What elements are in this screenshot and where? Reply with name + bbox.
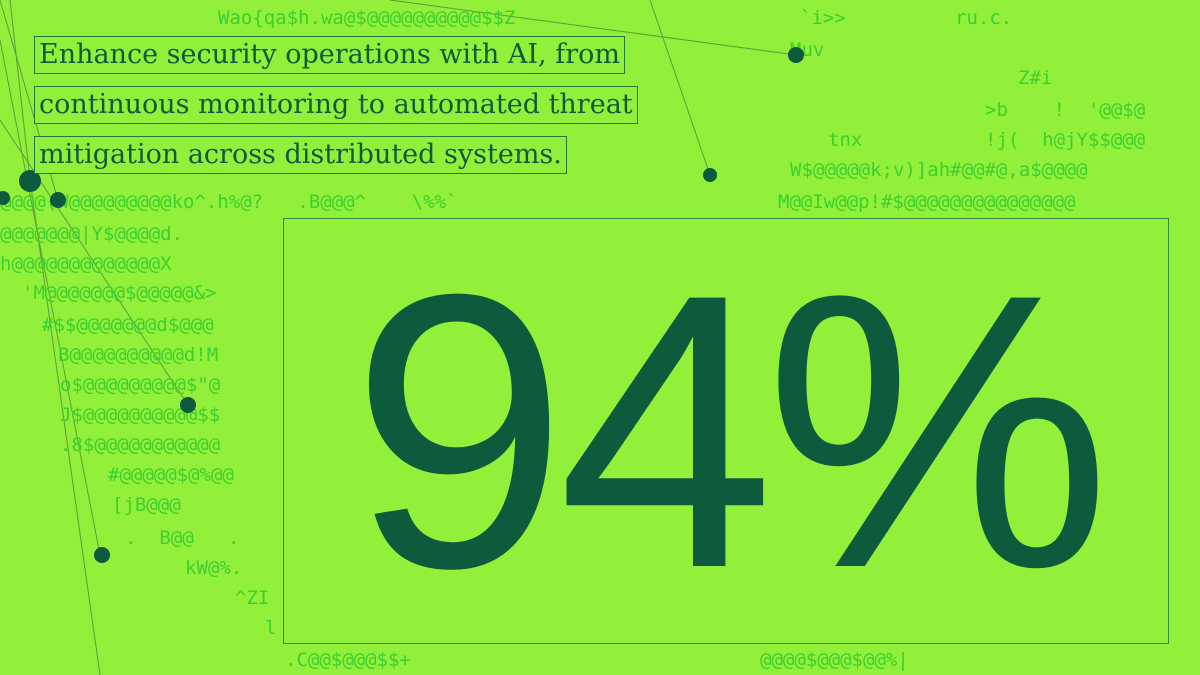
ascii-row: M@@Iw@@p!#$@@@@@@@@@@@@@@@	[778, 191, 1075, 213]
ascii-row: . B@@ .	[125, 527, 239, 549]
ascii-row: W$@@@@@k;v)]ah#@@#@,a$@@@@	[790, 159, 1087, 181]
decor-lines	[0, 0, 797, 675]
ascii-row: Z#i	[1018, 67, 1052, 89]
headline-line: mitigation across distributed systems.	[34, 136, 567, 174]
ascii-row: .C@@$@@@$$+	[285, 649, 411, 671]
ascii-row: h@@@@@@@@@@@@@X	[0, 253, 172, 275]
ascii-row: kW@%.	[185, 557, 242, 579]
ascii-row: @@@@@@@|Y$@@@@d.	[0, 223, 183, 245]
ascii-row: l	[265, 617, 276, 639]
ascii-row: #$$@@@@@@@d$@@@	[42, 314, 214, 336]
ascii-row: @@@@$@@@$@@%|	[760, 649, 909, 671]
ascii-row: @@@@(W@@@@@@@@@ko^.h%@? .B@@@^ \%%`	[0, 191, 458, 213]
headline-line: Enhance security operations with AI, fro…	[34, 36, 625, 74]
ascii-row: #@@@@@$@%@@	[108, 464, 234, 486]
ascii-row: `i>>	[800, 7, 846, 29]
decor-dots	[0, 47, 804, 563]
ascii-row: [jB@@@	[112, 494, 181, 516]
headline-line: continuous monitoring to automated threa…	[34, 86, 638, 124]
ascii-row: J$@@@@@@@@@@$$	[60, 404, 220, 426]
ascii-row: 'M@@@@@@@$@@@@@&>	[22, 282, 216, 304]
ascii-row: .8$@@@@@@@@@@@	[60, 434, 220, 456]
ascii-background: Wao{qa$h.wa@$@@@@@@@@@@$$Z `i>> ru.c.MuvZ#…	[0, 7, 1145, 671]
stat-box: 94%	[283, 218, 1169, 644]
ascii-row: Wao{qa$h.wa@$@@@@@@@@@@$$Z	[218, 7, 515, 29]
ascii-row: B@@@@@@@@@@d!M	[58, 344, 218, 366]
ascii-row: o$@@@@@@@@@$"@	[60, 374, 220, 396]
ascii-row: ru.c.	[955, 7, 1012, 29]
stat-value: 94%	[350, 213, 1112, 649]
ascii-row: tnx	[828, 129, 862, 151]
ascii-row: ^ZI	[235, 587, 269, 609]
ascii-row: !j( h@jY$$@@@	[985, 129, 1145, 151]
ascii-row: >b ! '@@$@	[985, 99, 1145, 121]
